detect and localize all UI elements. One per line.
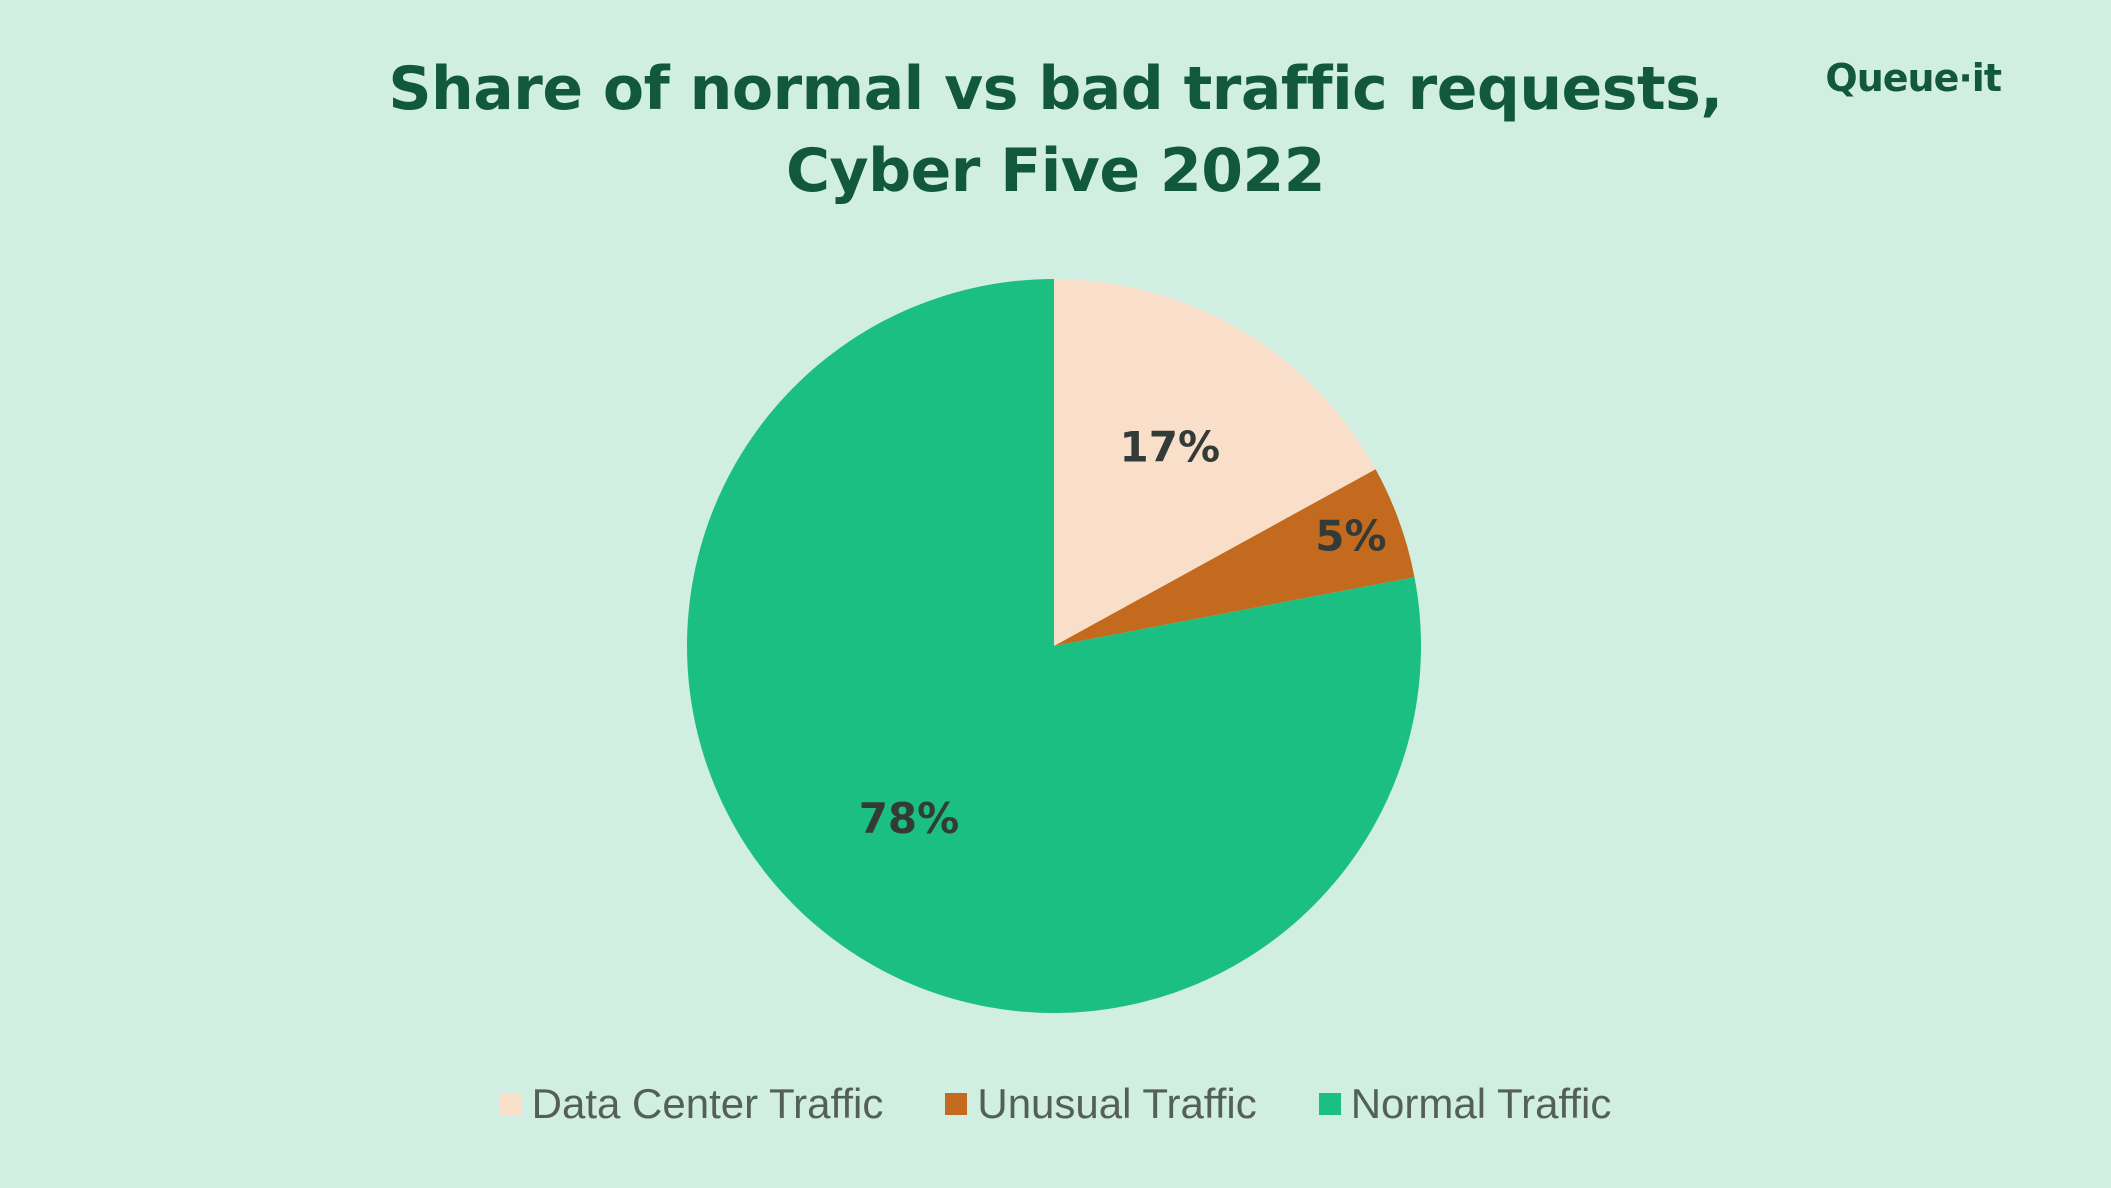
- chart-title: Share of normal vs bad traffic requests,…: [0, 48, 2111, 212]
- legend-item-data-center-traffic: Data Center Traffic: [499, 1080, 884, 1128]
- legend-swatch-unusual-traffic: [945, 1093, 968, 1115]
- chart-title-line-2: Cyber Five 2022: [785, 136, 1326, 206]
- data-label-data-center-traffic: 17%: [1120, 423, 1221, 472]
- pie-slice-data-center-traffic: [1054, 279, 1376, 646]
- queue-it-logo: Queue·it: [1825, 56, 2002, 100]
- chart-legend: Data Center Traffic Unusual Traffic Norm…: [0, 1080, 2111, 1128]
- legend-label-normal-traffic: Normal Traffic: [1350, 1080, 1612, 1127]
- data-label-normal-traffic: 78%: [859, 794, 960, 843]
- pie-chart: 17% 5% 78%: [686, 279, 1421, 1013]
- legend-item-normal-traffic: Normal Traffic: [1318, 1080, 1612, 1128]
- legend-swatch-data-center-traffic: [499, 1093, 522, 1115]
- data-label-unusual-traffic: 5%: [1315, 512, 1386, 561]
- chart-title-line-1: Share of normal vs bad traffic requests,: [388, 54, 1723, 124]
- pie-slice-unusual-traffic: [1054, 469, 1415, 646]
- legend-label-data-center-traffic: Data Center Traffic: [531, 1080, 884, 1127]
- legend-label-unusual-traffic: Unusual Traffic: [977, 1080, 1257, 1127]
- legend-item-unusual-traffic: Unusual Traffic: [945, 1080, 1257, 1128]
- legend-swatch-normal-traffic: [1318, 1093, 1341, 1115]
- pie-slice-normal-traffic: [686, 279, 1421, 1013]
